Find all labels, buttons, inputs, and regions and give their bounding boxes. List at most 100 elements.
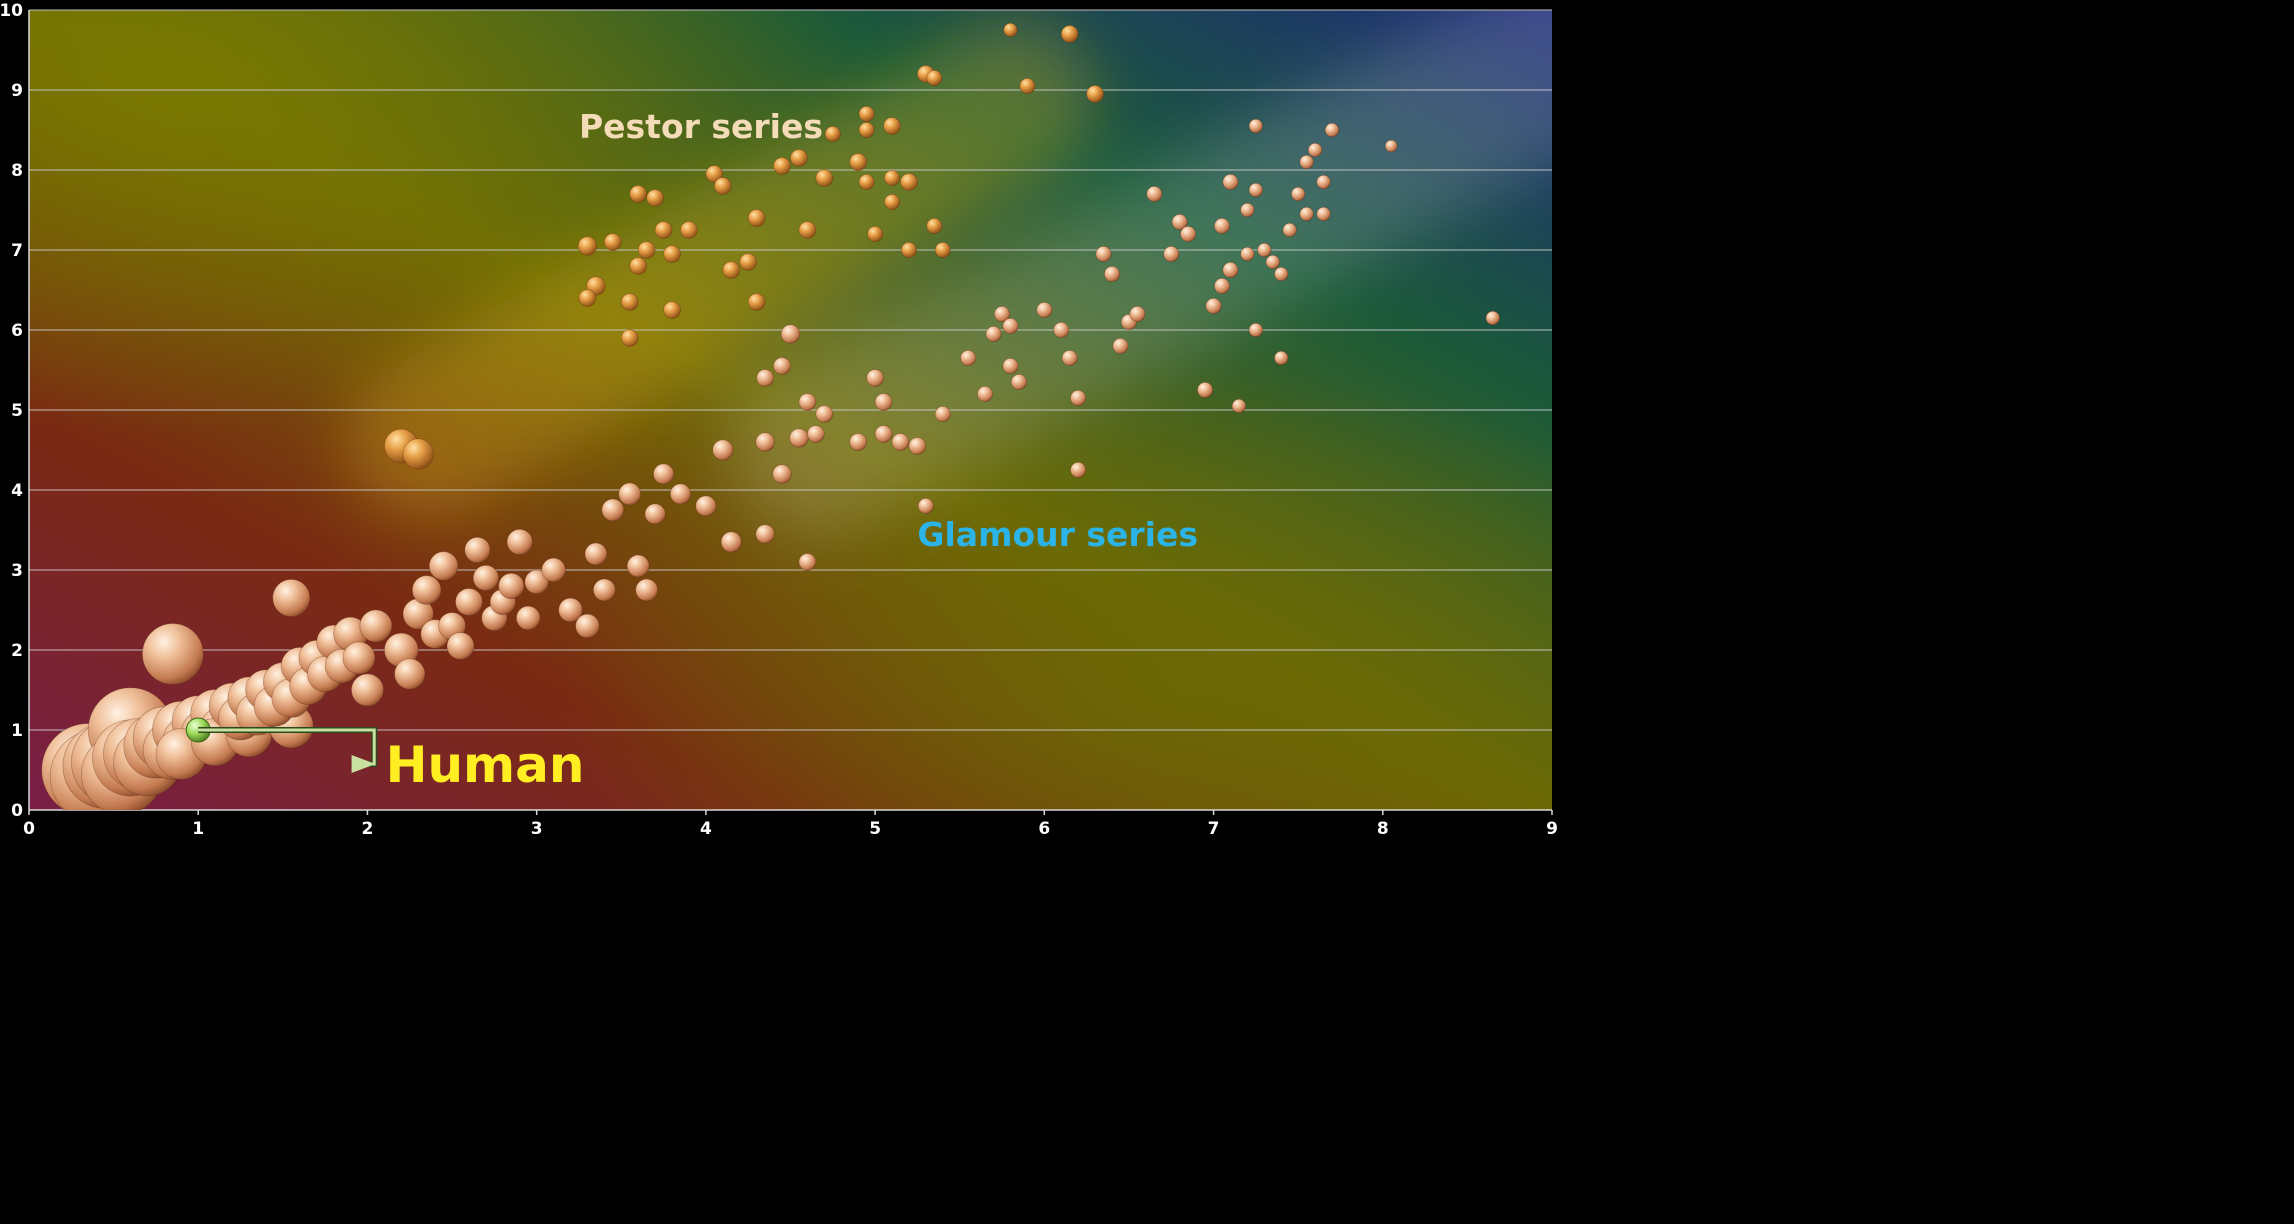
y-tick-label: 5 (11, 401, 23, 421)
pestor-bubble (705, 165, 724, 183)
bubble (1222, 173, 1239, 191)
pestor-bubble (1019, 77, 1036, 95)
bubble (1163, 245, 1180, 263)
bubble (977, 385, 994, 403)
bubble (1146, 185, 1163, 203)
bubble (1214, 217, 1231, 235)
pestor-bubble (858, 173, 875, 191)
x-tick-label: 1 (192, 819, 204, 839)
x-tick-label: 3 (531, 819, 543, 839)
bubble (695, 495, 717, 517)
bubble (524, 569, 549, 595)
pestor-bubble (934, 241, 951, 259)
pestor-bubble (654, 221, 673, 239)
bubble (720, 531, 742, 553)
bubble (626, 554, 650, 578)
bubble (653, 463, 675, 485)
axes (28, 10, 1553, 815)
pestor-bubble (603, 233, 622, 251)
y-tick-label: 2 (11, 641, 23, 661)
bubble (1485, 310, 1500, 326)
bubble (960, 349, 977, 367)
bubble (1036, 301, 1053, 319)
x-tick-label: 9 (1546, 819, 1558, 839)
pestor-bubble (1086, 85, 1104, 103)
bubble (849, 433, 868, 451)
y-tick-label: 9 (11, 81, 23, 101)
bubble (1265, 254, 1280, 270)
bubble (575, 613, 600, 639)
bubble (874, 393, 893, 411)
y-tick-label: 0 (11, 801, 23, 821)
pestor-bubble (926, 69, 943, 87)
human-label: Human (386, 736, 585, 794)
pestor-bubble (747, 209, 766, 227)
pestor-bubble (637, 241, 656, 259)
bubble (798, 553, 817, 571)
x-tick-label: 6 (1038, 819, 1050, 839)
tick-labels: 0 1 2 3 4 5 6 7 8 9 0 1 2 3 4 5 6 7 8 9 10 (0, 1, 1558, 839)
pestor-bubble (884, 169, 901, 187)
pestor-bubble (402, 438, 434, 470)
x-tick-label: 7 (1208, 819, 1220, 839)
horizontal-gridlines (29, 9, 1552, 731)
annotations: Pestor series Glamour series Human (198, 107, 1198, 794)
bubble (1222, 261, 1239, 279)
pestor-bubble (747, 293, 766, 311)
bubble (780, 324, 801, 344)
bubble (635, 578, 659, 602)
bubble (272, 578, 311, 618)
pestor-bubble (629, 257, 648, 275)
bubble (756, 369, 774, 387)
bubble (1299, 154, 1314, 170)
y-tick-label: 6 (11, 321, 23, 341)
bubble (1307, 142, 1323, 158)
pestor-bubble (663, 301, 681, 319)
bubble (908, 437, 927, 455)
bubble (934, 405, 951, 423)
pestor-bubble (798, 221, 817, 239)
bubble (1324, 122, 1340, 138)
bubble (1274, 266, 1289, 282)
bubble (1061, 349, 1078, 367)
bubble (1257, 242, 1272, 258)
pestor-bubble (790, 149, 808, 167)
bubble (798, 393, 817, 411)
bubble (342, 641, 376, 675)
pestor-bubble (722, 261, 741, 279)
pestor-bubble (629, 185, 648, 203)
bubble (506, 528, 533, 556)
pestor-bubble (680, 221, 698, 239)
pestor-series-label: Pestor series (579, 107, 823, 146)
pestor-bubble (1060, 25, 1079, 43)
pestor-bubble (883, 117, 901, 135)
pestor-bubble (900, 241, 917, 259)
bubble (592, 578, 616, 602)
bubble (584, 542, 608, 566)
bubble (1214, 277, 1231, 295)
bubble (755, 432, 775, 452)
bubble (558, 597, 583, 623)
pestor-bubble (884, 193, 901, 211)
bubble (1248, 182, 1264, 198)
bubble (464, 536, 491, 564)
bubble (1274, 350, 1289, 366)
pestor-bubble (713, 177, 732, 195)
bubble (994, 305, 1011, 323)
y-tick-label: 4 (11, 481, 23, 501)
pestor-bubble (900, 173, 918, 191)
bubble (1290, 186, 1306, 202)
pestor-bubble (773, 157, 791, 175)
bubble (772, 464, 792, 484)
bubble (644, 503, 666, 525)
bubble (515, 605, 541, 631)
y-tick-label: 10 (0, 1, 23, 21)
x-tick-label: 8 (1377, 819, 1389, 839)
bubble (1299, 206, 1314, 222)
bubble (394, 658, 426, 690)
x-tick-label: 0 (23, 819, 35, 839)
pestor-bubble (620, 293, 639, 311)
bubble (807, 425, 825, 443)
pestor-bubble (646, 189, 664, 207)
